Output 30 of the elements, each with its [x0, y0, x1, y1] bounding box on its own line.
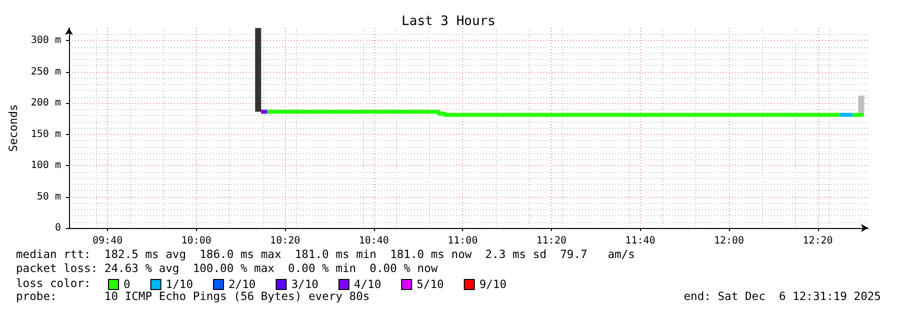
legend-label: 0 — [124, 278, 130, 291]
y-tick-label: 100 m — [30, 160, 61, 171]
x-tick-label: 12:00 — [714, 236, 744, 246]
x-tick-label: 10:00 — [181, 236, 212, 246]
x-tick-label: 09:40 — [92, 236, 123, 246]
text: end: Sat Dec 6 12:31:19 2025 — [684, 290, 881, 303]
y-axis-title: Seconds — [7, 104, 20, 152]
y-tick-label: 250 m — [30, 66, 61, 78]
legend-label: 4/10 — [354, 278, 382, 291]
x-tick-label: 10:20 — [270, 236, 300, 246]
legend-label: 3/10 — [291, 278, 319, 291]
legend-label: 5/10 — [416, 278, 444, 291]
legend-label: 1/10 — [166, 278, 194, 291]
legend-label: 9/10 — [479, 278, 507, 291]
chart-title: Last 3 Hours — [402, 14, 496, 29]
y-tick-label: 300 m — [30, 35, 61, 46]
y-tick-label: 150 m — [30, 128, 61, 140]
x-tick-label: 10:40 — [358, 236, 389, 246]
legend-title: loss color: — [16, 277, 91, 290]
y-tick-label: 0 — [54, 222, 61, 234]
x-tick-label: 12:20 — [802, 236, 833, 246]
y-tick-label: 50 m — [36, 191, 61, 202]
x-tick-label: 11:00 — [448, 236, 478, 246]
x-tick-label: 11:20 — [536, 236, 566, 246]
text: packet loss: 24.63 % avg 100.00 % max 0.00 % min 0.00 % now — [16, 262, 438, 275]
x-tick-label: 11:40 — [625, 236, 656, 246]
y-tick-label: 200 m — [30, 98, 61, 108]
legend-label: 2/10 — [228, 278, 256, 291]
text: probe: 10 ICMP Echo Pings (56 Bytes) every 80s — [16, 290, 370, 303]
text: median rtt: 182.5 ms avg 186.0 ms max 181.0 ms min 181.0 ms now 2.3 ms sd 79.7 am/s — [16, 248, 635, 261]
